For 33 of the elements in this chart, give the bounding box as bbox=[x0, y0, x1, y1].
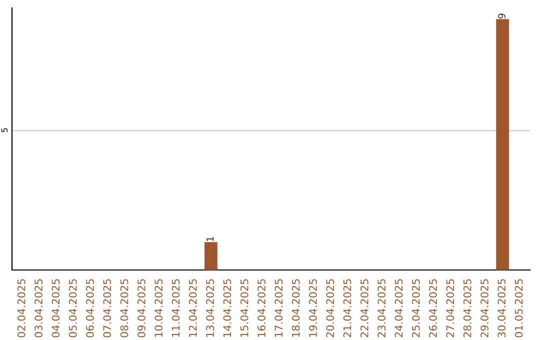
x-tick-label: 07.04.2025 bbox=[103, 279, 112, 338]
x-tick-label: 05.04.2025 bbox=[68, 279, 77, 338]
x-tick-label: 03.04.2025 bbox=[34, 279, 42, 338]
x-tick-label: 01.05.2025 bbox=[514, 279, 523, 338]
y-tick-label: 5 bbox=[1, 128, 8, 132]
x-tick-label: 29.04.2025 bbox=[480, 279, 488, 338]
x-tick-label: 06.04.2025 bbox=[86, 279, 94, 338]
x-tick-label: 14.04.2025 bbox=[223, 279, 232, 337]
x-tick-label: 09.04.2025 bbox=[138, 279, 146, 338]
x-tick-label: 18.04.2025 bbox=[292, 279, 300, 337]
x-tick-label: 11.04.2025 bbox=[172, 279, 180, 337]
x-tick-label: 28.04.2025 bbox=[463, 279, 472, 338]
x-tick-label: 15.04.2025 bbox=[240, 279, 248, 337]
data-label: 1 bbox=[206, 236, 214, 242]
x-tick-label: 19.04.2025 bbox=[309, 279, 317, 337]
x-tick-label: 04.04.2025 bbox=[52, 279, 60, 338]
x-tick-label: 22.04.2025 bbox=[360, 279, 368, 338]
x-tick-label: 25.04.2025 bbox=[412, 279, 420, 338]
x-tick-label: 23.04.2025 bbox=[378, 279, 386, 338]
x-tick-label: 20.04.2025 bbox=[326, 279, 334, 338]
x-tick-label: 02.04.2025 bbox=[17, 279, 26, 338]
x-tick-label: 21.04.2025 bbox=[343, 279, 352, 338]
x-tick-label: 13.04.2025 bbox=[206, 279, 214, 337]
x-tick-label: 08.04.2025 bbox=[120, 279, 128, 338]
x-tick-label: 16.04.2025 bbox=[258, 279, 266, 337]
x-tick-label: 26.04.2025 bbox=[429, 279, 437, 338]
x-tick-label: 17.04.2025 bbox=[274, 279, 283, 337]
x-tick-label: 10.04.2025 bbox=[154, 279, 163, 337]
x-tick-label: 12.04.2025 bbox=[188, 279, 197, 337]
x-tick-label: 30.04.2025 bbox=[498, 279, 506, 338]
x-tick-label: 24.04.2025 bbox=[394, 279, 403, 338]
data-label: 9 bbox=[498, 14, 506, 19]
x-tick-label: 27.04.2025 bbox=[446, 279, 454, 338]
